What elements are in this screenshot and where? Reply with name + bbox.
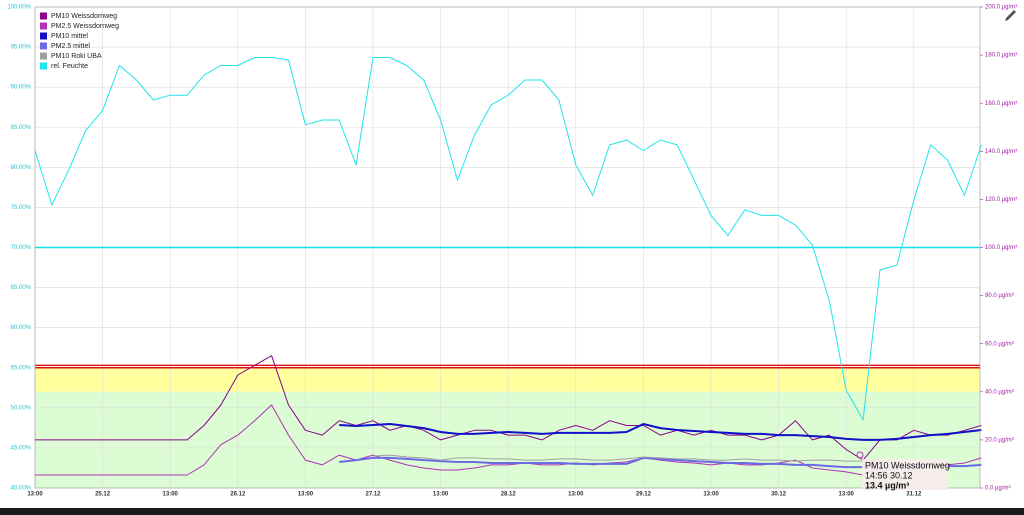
legend-label: PM10 Weissdornweg bbox=[51, 13, 117, 20]
y2-tick-label: 180.0 µg/m³ bbox=[985, 53, 1017, 59]
tooltip-box bbox=[862, 459, 948, 490]
y-tick-label: 70.00% bbox=[11, 245, 32, 251]
x-tick-label: 13:00 bbox=[163, 492, 179, 498]
y-tick-label: 60.00% bbox=[11, 325, 32, 331]
x-tick-label: 27.12 bbox=[365, 492, 381, 498]
y-tick-label: 100.00% bbox=[7, 5, 31, 11]
legend-swatch bbox=[40, 42, 47, 50]
x-tick-label: 28.12 bbox=[501, 492, 517, 498]
legend-swatch bbox=[40, 52, 47, 60]
legend-label: PM2.5 mittel bbox=[51, 43, 90, 50]
tooltip: PM10 Weissdornweg 14:56 30.12 13.4 µg/m³ bbox=[856, 451, 950, 490]
series-line bbox=[339, 423, 982, 441]
plot-frame bbox=[34, 6, 981, 489]
series-line bbox=[34, 57, 982, 421]
x-tick-label: 26.12 bbox=[230, 492, 246, 498]
series-line bbox=[372, 454, 881, 462]
y2-tick-label: 40.0 µg/m³ bbox=[985, 389, 1014, 395]
legend: PM10 Weissdornweg PM2.5 Weissdornweg PM10 … bbox=[40, 12, 119, 70]
tooltip-time: 14:56 30.12 bbox=[865, 470, 913, 480]
lines bbox=[34, 57, 982, 476]
y-tick-label: 75.00% bbox=[11, 205, 32, 211]
y-tick-label: 90.00% bbox=[11, 85, 32, 91]
legend-swatch bbox=[40, 22, 47, 30]
y-tick-label: 95.00% bbox=[11, 45, 32, 51]
x-tick-label: 13:00 bbox=[568, 492, 584, 498]
y2-tick-label: 80.0 µg/m³ bbox=[985, 293, 1014, 299]
edit-icon[interactable] bbox=[1005, 10, 1016, 21]
x-tick-label: 13:00 bbox=[703, 492, 719, 498]
y2-tick-label: 140.0 µg/m³ bbox=[985, 149, 1017, 155]
y-tick-label: 80.00% bbox=[11, 165, 32, 171]
tooltip-value: 13.4 µg/m³ bbox=[865, 480, 909, 490]
x-tick-label: 13:00 bbox=[298, 492, 314, 498]
y-tick-label: 40.00% bbox=[11, 486, 32, 492]
x-tick-label: 31.12 bbox=[906, 492, 922, 498]
legend-label: rel. Feuchte bbox=[51, 63, 88, 70]
y-tick-label: 55.00% bbox=[11, 365, 32, 371]
x-tick-label: 29.12 bbox=[636, 492, 652, 498]
legend-label: PM10 mittel bbox=[51, 33, 88, 40]
y2-tick-label: 200.0 µg/m³ bbox=[985, 5, 1017, 11]
y2-tick-label: 20.0 µg/m³ bbox=[985, 437, 1014, 443]
x-tick-label: 13:00 bbox=[27, 492, 43, 498]
threshold-band bbox=[35, 367, 980, 392]
legend-swatch bbox=[40, 32, 47, 40]
y-tick-label: 85.00% bbox=[11, 125, 32, 131]
x-tick-label: 13:00 bbox=[839, 492, 855, 498]
legend-label: PM10 Roki UBA bbox=[51, 53, 102, 60]
x-tick-label: 25.12 bbox=[95, 492, 111, 498]
legend-label: PM2.5 Weissdornweg bbox=[51, 23, 119, 30]
y-tick-label: 65.00% bbox=[11, 285, 32, 291]
y2-tick-label: 0.0 µg/m³ bbox=[985, 486, 1010, 492]
tooltip-marker bbox=[856, 451, 864, 459]
y2-tick-label: 100.0 µg/m³ bbox=[985, 245, 1017, 251]
y-tick-label: 50.00% bbox=[11, 405, 32, 411]
taskbar bbox=[0, 508, 1024, 515]
tooltip-series: PM10 Weissdornweg bbox=[865, 460, 950, 470]
x-tick-label: 13:00 bbox=[433, 492, 449, 498]
y2-tick-label: 60.0 µg/m³ bbox=[985, 341, 1014, 347]
x-tick-label: 30.12 bbox=[771, 492, 787, 498]
legend-swatch bbox=[40, 12, 47, 20]
y2-tick-label: 120.0 µg/m³ bbox=[985, 197, 1017, 203]
y2-tick-label: 160.0 µg/m³ bbox=[985, 101, 1017, 107]
series-line bbox=[35, 404, 982, 476]
bands bbox=[35, 367, 980, 488]
y-tick-label: 45.00% bbox=[11, 445, 32, 451]
legend-swatch bbox=[40, 62, 47, 70]
